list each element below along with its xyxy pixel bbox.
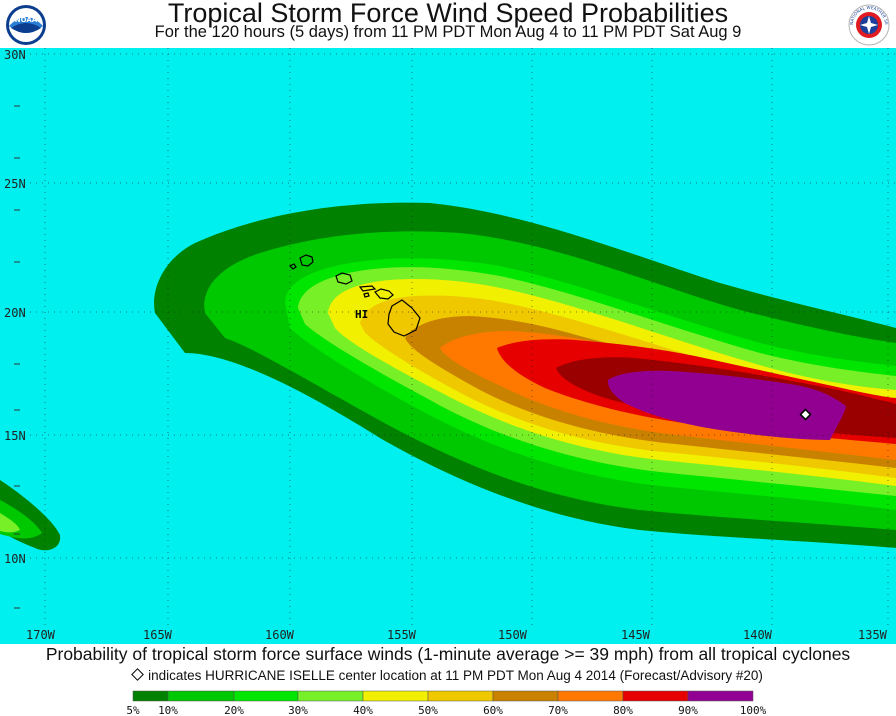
lon-label-165w: 165W <box>143 628 173 642</box>
legend-label-5: 50% <box>418 704 438 716</box>
island-niihau <box>288 263 297 270</box>
legend-label-7: 70% <box>548 704 568 716</box>
island-lanai <box>363 292 370 298</box>
legend-swatch-1 <box>167 690 235 702</box>
minor-ticks <box>14 105 20 609</box>
lat-label-25n: 25N <box>4 177 26 191</box>
lat-label-15n: 15N <box>4 429 26 443</box>
lon-label-160w: 160W <box>265 628 295 642</box>
lon-label-145w: 145W <box>621 628 651 642</box>
probability-legend: 5% 10% 20% 30% 40% 50% 60% 70% 80% 90% 100% <box>126 690 767 716</box>
legend-swatch-0 <box>132 690 169 702</box>
legend-label-4: 40% <box>353 704 373 716</box>
legend-label-3: 30% <box>288 704 308 716</box>
legend-label-2: 20% <box>224 704 244 716</box>
lat-label-20n: 20N <box>4 306 26 320</box>
graticule <box>30 48 896 628</box>
island-kauai <box>299 254 314 267</box>
header: NOAA Tropical Storm Force Wind Speed Pro… <box>0 0 896 48</box>
legend-label-6: 60% <box>483 704 503 716</box>
legend-label-9: 90% <box>678 704 698 716</box>
legend-swatch-6 <box>492 690 559 702</box>
legend-swatch-4 <box>362 690 429 702</box>
legend-swatch-7 <box>557 690 624 702</box>
storm-marker-note-text: indicates HURRICANE ISELLE center locati… <box>148 668 763 683</box>
probability-map: HI 30N 25N 20N 15N 10N 170W 165W 160W 15… <box>0 48 896 644</box>
lon-label-155w: 155W <box>387 628 417 642</box>
map-description: Probability of tropical storm force surf… <box>45 644 851 664</box>
island-molokai <box>358 285 377 292</box>
hawaii-label: HI <box>355 308 368 321</box>
legend-label-10: 100% <box>740 704 767 716</box>
lat-label-10n: 10N <box>4 552 26 566</box>
nws-logo: NATIONAL WEATHER SERVICE <box>848 4 890 46</box>
storm-center-diamond <box>799 408 812 421</box>
island-big-island <box>387 299 421 337</box>
page-title: Tropical Storm Force Wind Speed Probabil… <box>167 0 729 28</box>
noaa-logo: NOAA <box>6 5 46 45</box>
legend-swatch-9 <box>687 690 754 702</box>
lon-label-135w: 135W <box>858 628 888 642</box>
lon-label-170w: 170W <box>26 628 56 642</box>
legend-swatch-8 <box>622 690 689 702</box>
legend-swatch-5 <box>427 690 494 702</box>
noaa-logo-text: NOAA <box>15 16 38 24</box>
west-contour-20 <box>0 513 20 533</box>
legend-swatch-2 <box>233 690 299 702</box>
legend-label-8: 80% <box>613 704 633 716</box>
legend-label-0: 5% <box>126 704 140 716</box>
lon-label-150w: 150W <box>498 628 528 642</box>
island-maui <box>374 288 394 300</box>
page-subtitle: For the 120 hours (5 days) from 11 PM PD… <box>154 23 742 41</box>
legend-label-1: 10% <box>158 704 178 716</box>
island-oahu <box>335 272 353 285</box>
legend-swatch-3 <box>297 690 364 702</box>
lat-label-30n: 30N <box>4 48 26 62</box>
storm-marker-note: indicates HURRICANE ISELLE center locati… <box>0 667 896 685</box>
diamond-icon <box>131 668 144 681</box>
contour-100 <box>607 370 846 440</box>
hawaiian-islands <box>288 254 421 337</box>
lon-label-140w: 140W <box>743 628 773 642</box>
